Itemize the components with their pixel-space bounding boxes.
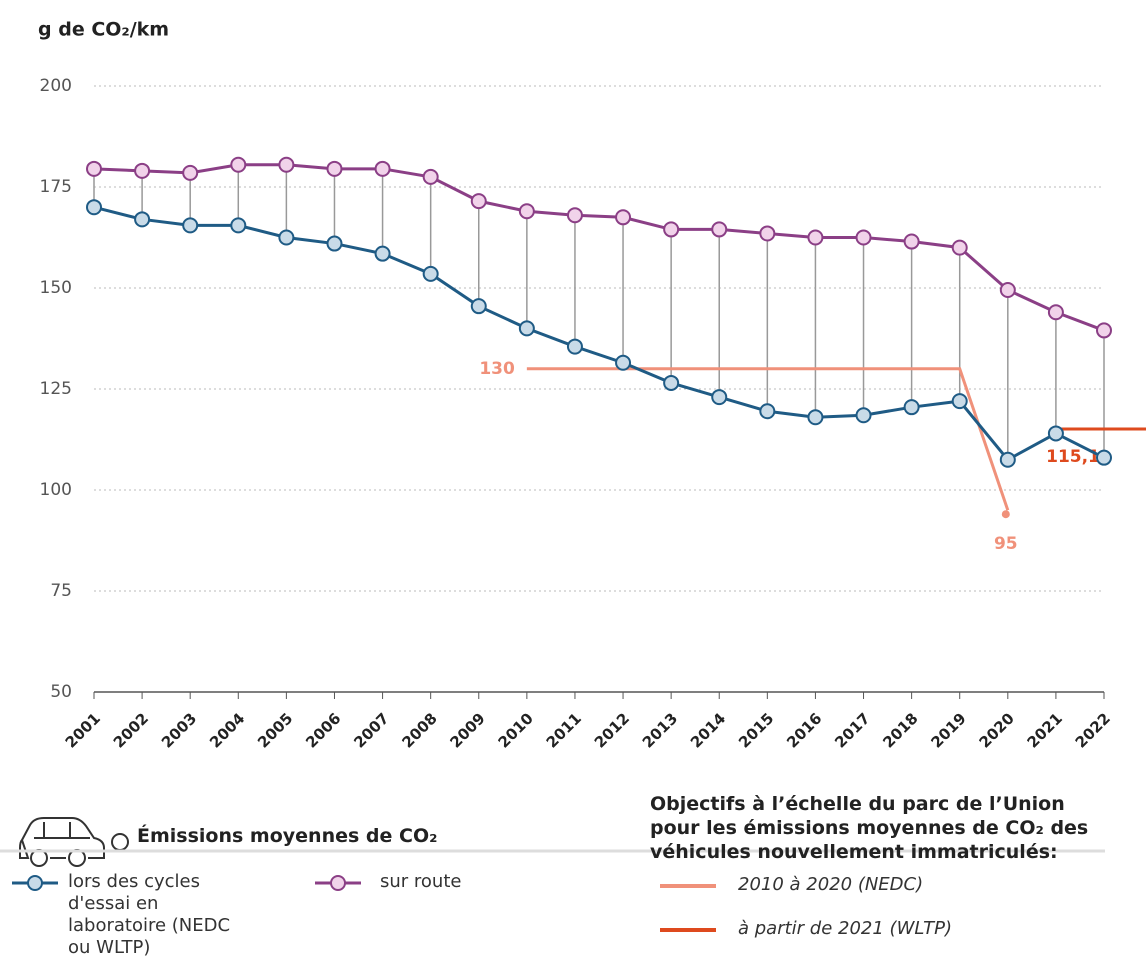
x-tick-label: 2010 — [495, 709, 537, 751]
point — [230, 156, 247, 173]
x-tick-label: 2015 — [735, 709, 777, 751]
y-tick-label: 150 — [40, 278, 72, 298]
x-tick-label: 2012 — [591, 709, 633, 751]
y-tick-label: 100 — [40, 480, 72, 500]
legend-label: sur route — [380, 871, 462, 892]
point — [470, 298, 487, 315]
point — [855, 229, 872, 246]
point — [470, 193, 487, 210]
x-tick-label: 2006 — [302, 709, 344, 751]
point — [807, 409, 824, 426]
x-tick-label: 2004 — [206, 709, 248, 751]
x-tick-label: 2014 — [687, 709, 729, 751]
point — [518, 320, 535, 337]
point — [663, 374, 680, 391]
point — [278, 229, 295, 246]
point — [182, 164, 199, 181]
point — [422, 265, 439, 282]
series-line — [93, 205, 1105, 462]
point — [134, 211, 151, 228]
point — [230, 217, 247, 234]
y-tick-label: 50 — [50, 682, 72, 702]
target-line — [526, 367, 1010, 511]
x-tick-label: 2009 — [447, 709, 489, 751]
point — [374, 245, 391, 262]
x-tick-label: 2021 — [1024, 709, 1066, 751]
target-label: 130 — [479, 359, 515, 379]
target-end — [1001, 510, 1010, 519]
point — [278, 156, 295, 173]
point — [566, 338, 583, 355]
point — [1047, 304, 1064, 321]
x-tick-label: 2008 — [398, 709, 440, 751]
point — [855, 407, 872, 424]
point — [903, 233, 920, 250]
legend-marker — [12, 872, 58, 894]
point — [518, 203, 535, 220]
point — [134, 162, 151, 179]
x-tick-label: 2002 — [110, 709, 152, 751]
point — [86, 199, 102, 216]
x-tick-label: 2020 — [976, 709, 1018, 751]
y-tick-label: 125 — [40, 379, 72, 399]
x-tick-label: 2007 — [350, 709, 392, 751]
point — [615, 209, 632, 226]
point — [999, 451, 1016, 468]
target-label: 95 — [994, 534, 1018, 554]
point — [711, 389, 728, 406]
chart-title: g de CO₂/km — [38, 19, 169, 41]
point — [999, 282, 1016, 299]
x-tick-label: 2019 — [927, 709, 969, 751]
point — [374, 160, 391, 177]
point — [615, 354, 632, 371]
point — [711, 221, 728, 238]
legend-swatch — [660, 928, 716, 932]
point — [326, 160, 343, 177]
point — [1096, 322, 1112, 339]
x-tick-label: 2016 — [783, 709, 825, 751]
legend-label: à partir de 2021 (WLTP) — [738, 918, 953, 939]
x-tick-label: 2011 — [543, 709, 585, 751]
point — [951, 239, 968, 256]
point — [326, 235, 343, 252]
y-tick-label: 200 — [40, 76, 72, 96]
x-tick-label: 2013 — [639, 709, 681, 751]
point — [759, 403, 776, 420]
point — [1096, 449, 1112, 466]
point — [663, 221, 680, 238]
legend-swatch — [12, 875, 58, 891]
x-tick-label: 2001 — [62, 709, 104, 751]
point — [422, 168, 439, 185]
legend-label: lors des cycles d'essai en laboratoire (… — [68, 871, 231, 958]
legend-swatch — [315, 875, 361, 891]
legend-label: 2010 à 2020 (NEDC) — [738, 874, 924, 895]
point — [951, 393, 968, 410]
x-tick-label: 2018 — [879, 709, 921, 751]
target-label: 115,1 — [1046, 447, 1100, 467]
point — [566, 207, 583, 224]
series-line — [93, 163, 1105, 332]
targets-title: Objectifs à l’échelle du parc de l’Union… — [650, 793, 1089, 863]
x-tick-label: 2017 — [831, 709, 873, 751]
x-tick-label: 2005 — [254, 709, 296, 751]
point — [1047, 425, 1064, 442]
legend-marker — [315, 872, 361, 894]
x-tick-label: 2022 — [1072, 709, 1114, 751]
point — [182, 217, 199, 234]
legend-swatch — [660, 884, 716, 888]
x-tick-label: 2003 — [158, 709, 200, 751]
point — [86, 160, 102, 177]
point — [903, 399, 920, 416]
y-tick-label: 75 — [50, 581, 72, 601]
legend-title: Émissions moyennes de CO₂ — [137, 825, 438, 847]
y-tick-label: 175 — [40, 177, 72, 197]
point — [807, 229, 824, 246]
point — [759, 225, 776, 242]
car-icon — [19, 817, 129, 867]
